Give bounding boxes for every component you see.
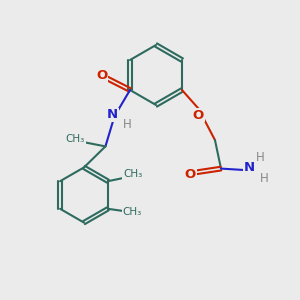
Text: H: H — [123, 118, 131, 131]
Text: O: O — [193, 109, 204, 122]
Text: H: H — [256, 151, 265, 164]
Text: CH₃: CH₃ — [123, 169, 142, 179]
Text: CH₃: CH₃ — [66, 134, 85, 144]
Text: N: N — [107, 108, 118, 122]
Text: CH₃: CH₃ — [122, 207, 142, 217]
Text: O: O — [185, 168, 196, 181]
Text: H: H — [260, 172, 268, 185]
Text: N: N — [244, 160, 255, 174]
Text: O: O — [97, 69, 108, 82]
